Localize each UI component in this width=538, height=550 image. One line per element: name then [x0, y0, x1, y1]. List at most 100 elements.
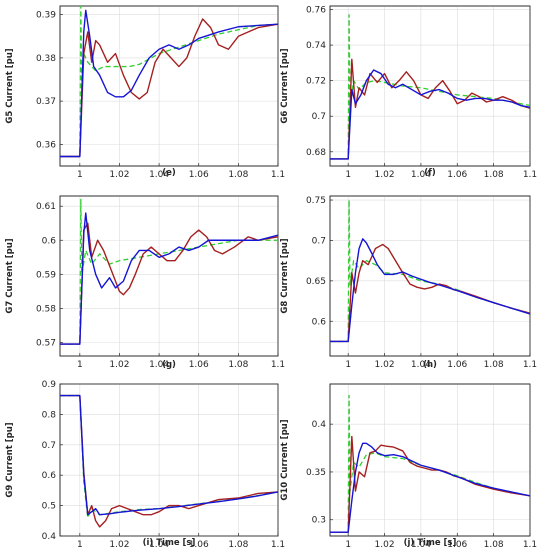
x-tick-label: 1.04	[149, 170, 169, 180]
y-tick-label: 0.75	[306, 196, 326, 206]
subplot-caption: (g)	[162, 360, 176, 370]
y-axis-label: G10 Current [pu]	[280, 419, 290, 500]
y-axis-label: G5 Current [pu]	[5, 48, 15, 123]
x-tick-label: 1.02	[109, 540, 129, 550]
y-axis-label: G7 Current [pu]	[5, 238, 15, 313]
x-tick-label: 1.1	[271, 360, 285, 370]
x-tick-label: 1.08	[228, 540, 248, 550]
plot-area	[59, 195, 279, 357]
subplot-caption: (j) Time [s]	[404, 538, 457, 548]
subplot-caption: (i) Time [s]	[143, 538, 196, 548]
series-line-green	[60, 6, 278, 158]
y-tick-label: 0.39	[36, 11, 56, 21]
y-tick-label: 0.68	[306, 148, 326, 158]
y-tick-label: 0.3	[312, 516, 326, 526]
subplot-caption: (f)	[424, 168, 436, 178]
y-tick-label: 0.58	[36, 304, 56, 314]
x-tick-label: 1	[77, 540, 83, 550]
y-tick-label: 0.7	[42, 441, 56, 451]
plot-area	[329, 383, 531, 537]
x-tick-label: 1.06	[189, 540, 209, 550]
y-tick-label: 0.65	[306, 277, 326, 287]
plot-border	[59, 5, 279, 167]
y-tick-label: 0.37	[36, 97, 56, 107]
x-tick-label: 1	[345, 360, 351, 370]
y-tick-label: 0.72	[306, 77, 326, 87]
x-tick-label: 1.08	[484, 360, 504, 370]
subplot-caption: (e)	[162, 168, 176, 178]
y-tick-label: 0.8	[42, 410, 57, 420]
subplot-caption: (h)	[423, 360, 437, 370]
x-tick-label: 1.04	[411, 540, 431, 550]
plot-border	[329, 5, 531, 167]
y-tick-label: 0.5	[42, 502, 56, 512]
plot-border	[59, 383, 279, 537]
x-tick-label: 1.08	[484, 540, 504, 550]
y-tick-label: 0.57	[36, 338, 56, 348]
plot-area	[329, 5, 531, 167]
y-tick-label: 0.4	[42, 532, 57, 542]
x-tick-label: 1.02	[375, 170, 395, 180]
x-tick-label: 1.04	[411, 360, 431, 370]
x-tick-label: 1	[77, 360, 83, 370]
subplot-6: 1 1.02 1.04 1.06 1.08 1.1 0.3 0.35 0.4 G10 Curren…	[280, 383, 537, 550]
series-line-green	[60, 198, 278, 345]
x-tick-label: 1.06	[189, 170, 209, 180]
x-tick-label: 1.1	[271, 170, 285, 180]
x-tick-label: 1.08	[228, 360, 248, 370]
y-axis-label: G6 Current [pu]	[280, 48, 290, 123]
series-line-blue	[330, 69, 530, 160]
x-tick-label: 1.06	[447, 170, 467, 180]
subplot-3: 1 1.02 1.04 1.06 1.08 1.1 0.57 0.58 0.59 0.6 0.61 G…	[5, 195, 285, 370]
series-line-blue	[330, 442, 530, 533]
x-tick-label: 1.1	[523, 170, 537, 180]
x-tick-label: 1	[345, 540, 351, 550]
x-tick-label: 1.1	[523, 360, 537, 370]
y-tick-label: 0.9	[42, 380, 57, 390]
plot-area	[59, 5, 279, 167]
x-tick-label: 1.06	[189, 360, 209, 370]
subplot-2: 1 1.02 1.04 1.06 1.08 1.1 0.68 0.7 0.72 0.74 0.76 G…	[280, 6, 537, 180]
series-line-red	[60, 18, 278, 158]
y-tick-label: 0.6	[42, 471, 57, 481]
plot-border	[329, 195, 531, 357]
series-line-blue	[60, 212, 278, 345]
y-tick-label: 0.74	[306, 41, 326, 51]
x-tick-label: 1.02	[109, 360, 129, 370]
subplot-5: 1 1.02 1.04 1.06 1.08 1.1 0.4 0.5 0.6 0.7 0.8 0.9 G9…	[5, 380, 285, 550]
y-tick-label: 0.4	[312, 420, 327, 430]
y-tick-label: 0.61	[36, 202, 56, 212]
plot-area	[59, 383, 279, 537]
series-line-blue	[60, 394, 278, 516]
y-axis-label: G9 Current [pu]	[5, 422, 15, 497]
x-tick-label: 1.02	[109, 170, 129, 180]
series-line-blue	[330, 238, 530, 343]
series-line-blue	[60, 9, 278, 158]
x-tick-label: 1.02	[375, 540, 395, 550]
y-tick-label: 0.35	[306, 468, 326, 478]
plot-area	[329, 195, 531, 357]
y-tick-label: 0.6	[312, 317, 327, 327]
y-tick-label: 0.7	[312, 236, 326, 246]
series-line-green	[330, 14, 530, 160]
y-tick-label: 0.36	[36, 140, 56, 150]
subplot-1: 1 1.02 1.04 1.06 1.08 1.1 0.36 0.37 0.38 0.39 G5 C…	[5, 5, 285, 180]
plot-border	[59, 195, 279, 357]
x-tick-label: 1.1	[523, 540, 537, 550]
y-axis-label: G8 Current [pu]	[280, 238, 290, 313]
x-tick-label: 1.04	[411, 170, 431, 180]
x-tick-label: 1.06	[447, 360, 467, 370]
y-tick-label: 0.7	[312, 112, 326, 122]
y-tick-label: 0.76	[306, 6, 326, 16]
x-tick-label: 1	[345, 170, 351, 180]
x-tick-label: 1.02	[375, 360, 395, 370]
y-tick-label: 0.59	[36, 270, 56, 280]
x-tick-label: 1.04	[149, 540, 169, 550]
x-tick-label: 1	[77, 170, 83, 180]
x-tick-label: 1.08	[484, 170, 504, 180]
y-tick-label: 0.38	[36, 54, 56, 64]
x-tick-label: 1.06	[447, 540, 467, 550]
subplot-4: 1 1.02 1.04 1.06 1.08 1.1 0.6 0.65 0.7 0.75 G8 Cur…	[280, 195, 537, 370]
x-tick-label: 1.04	[149, 360, 169, 370]
